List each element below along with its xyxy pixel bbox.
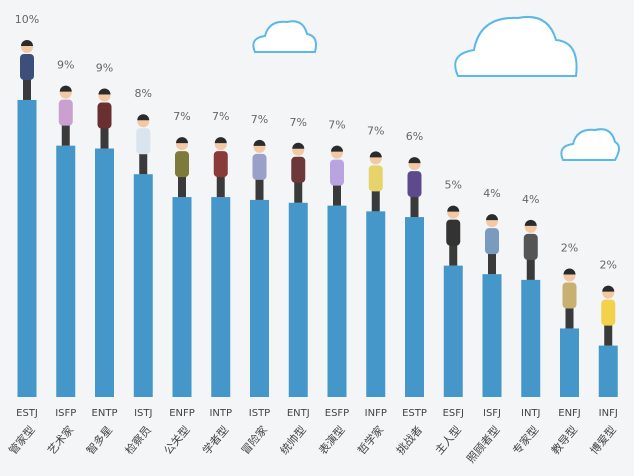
figure-hair [447, 205, 460, 212]
x-tick-label: ISFJ [483, 408, 501, 419]
figure-legs [294, 180, 303, 203]
x-tick-label: ESTP [402, 408, 427, 419]
value-label: 7% [173, 110, 190, 123]
value-label: 5% [445, 179, 462, 192]
figure-hair [563, 268, 576, 275]
figure-hair [21, 39, 33, 46]
figure-legs [23, 77, 31, 100]
x-tick-label: ISTJ [134, 408, 152, 419]
value-label: 2% [600, 259, 617, 272]
bar [56, 145, 76, 397]
bar [172, 197, 192, 397]
value-label: 4% [483, 187, 500, 200]
x-tick-label: ENTP [92, 408, 118, 419]
x-tick-label: ENTJ [287, 408, 310, 419]
figure-body [485, 228, 499, 255]
x-tick-label: INFJ [599, 408, 618, 419]
figure-hair [524, 219, 537, 226]
figure-body [252, 153, 267, 180]
figure-hair [214, 137, 227, 144]
value-label: 2% [561, 241, 578, 254]
figure-legs [61, 123, 70, 146]
x-tick-label: ENFP [169, 408, 195, 419]
bar [95, 148, 114, 397]
bar [560, 328, 579, 397]
value-label: 7% [328, 119, 345, 132]
bar [405, 217, 424, 397]
figure-legs [100, 126, 109, 149]
figure-hair [408, 157, 421, 164]
cloud [252, 16, 620, 161]
figure-legs [139, 152, 148, 175]
bar [443, 265, 463, 397]
value-label: 7% [251, 113, 268, 126]
figure-body [175, 151, 189, 178]
figure-body [330, 159, 344, 186]
bar [482, 274, 502, 397]
figure-body [601, 299, 616, 326]
figure-hair [292, 142, 305, 149]
bar [250, 199, 269, 397]
x-tick-label: ESFP [325, 408, 349, 419]
figure-hair [98, 88, 111, 95]
figure-legs [333, 183, 341, 206]
value-label: 9% [96, 62, 113, 75]
bar [17, 99, 37, 398]
figure-legs [216, 175, 225, 198]
bar [366, 211, 386, 397]
value-label: 7% [290, 116, 307, 129]
figure-body [291, 156, 306, 183]
figure-body [523, 233, 538, 260]
value-label: 4% [522, 193, 539, 206]
x-tick-label: INTP [209, 408, 232, 419]
figure-body [213, 151, 228, 178]
figure-body [407, 171, 422, 198]
figure-hair [486, 214, 498, 221]
value-label: 7% [212, 110, 229, 123]
x-tick-label: ESTJ [16, 408, 38, 419]
figure-hair [59, 85, 72, 92]
figure-body [20, 53, 34, 80]
figure-legs [178, 175, 186, 198]
x-tick-label: INTJ [521, 408, 541, 419]
figure-body [368, 165, 383, 192]
figure-hair [331, 145, 343, 152]
value-label: 10% [15, 13, 39, 26]
value-label: 6% [406, 130, 423, 143]
figure-hair [176, 137, 188, 144]
figure-body [97, 102, 112, 129]
figure-legs [255, 177, 264, 200]
x-tick-label: ESFJ [443, 408, 464, 419]
figure-legs [565, 306, 574, 329]
bar [288, 202, 308, 397]
x-tick-label: INFP [365, 408, 387, 419]
figure-legs [371, 189, 380, 212]
value-label: 9% [57, 59, 74, 72]
figure-hair [253, 139, 266, 146]
x-tick-label: ENFJ [558, 408, 581, 419]
figure-body [58, 99, 73, 126]
figure-legs [526, 257, 535, 280]
x-tick-label: ISFP [55, 408, 76, 419]
figure-hair [369, 151, 382, 158]
figure-legs [449, 243, 458, 266]
figure-body [446, 219, 461, 246]
figure-legs [488, 252, 496, 275]
value-label: 7% [367, 124, 384, 137]
figure-legs [604, 323, 613, 346]
figure-body [136, 128, 151, 155]
figure-body [562, 282, 577, 309]
value-label: 8% [135, 87, 152, 100]
figure-legs [410, 195, 419, 218]
x-tick-label: ISTP [249, 408, 270, 419]
bar [211, 197, 231, 397]
bar [598, 345, 618, 397]
bar [521, 279, 541, 397]
figure-hair [137, 114, 150, 121]
figure-hair [602, 285, 615, 292]
bar [327, 205, 347, 397]
bar [133, 174, 153, 397]
